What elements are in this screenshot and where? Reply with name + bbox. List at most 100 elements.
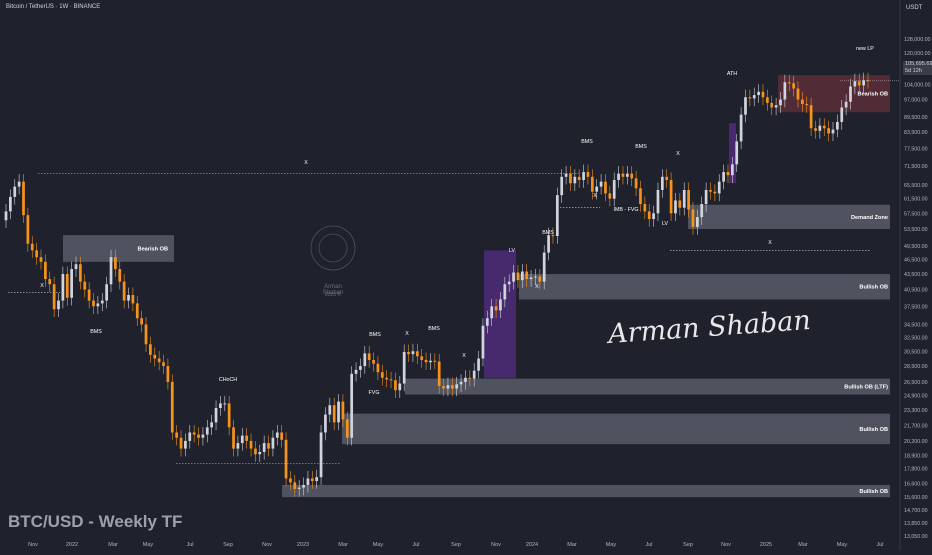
x-tick-label: 2024 [526, 542, 538, 548]
annotation-label: X [593, 193, 597, 199]
candle-body [310, 478, 314, 482]
zone-label: Bearish OB [138, 247, 168, 253]
candle-body [341, 401, 345, 420]
candle-body [814, 128, 817, 131]
candle-body [442, 386, 445, 389]
candle-body [389, 379, 393, 381]
y-tick-label: 34,500.00 [904, 322, 928, 328]
candle-body [836, 121, 839, 130]
candle-body [175, 432, 179, 438]
x-tick-label: Jul [186, 542, 193, 548]
candle-body [849, 86, 852, 102]
candle-body [652, 213, 655, 220]
y-tick-label: 13,850.00 [904, 521, 928, 527]
candle-body [411, 351, 415, 355]
candle-body [507, 281, 511, 285]
candle-body [660, 176, 664, 190]
candle-body [275, 432, 279, 438]
candle-body [691, 209, 695, 227]
y-tick-label: 43,500.00 [904, 272, 928, 278]
candle-body [761, 91, 765, 98]
candle-body [590, 176, 594, 192]
candle-body [44, 261, 47, 280]
candle-body [647, 211, 651, 220]
x-tick-label: Nov [28, 542, 38, 548]
candle-body [363, 353, 367, 367]
y-tick-label: 26,500.00 [904, 380, 928, 386]
y-tick-label: 97,000.00 [904, 98, 928, 104]
candle-body [232, 427, 235, 449]
logo-ring [318, 233, 348, 263]
candle-body [656, 189, 660, 214]
annotation-label: BMS [581, 139, 593, 145]
x-tick-label: May [837, 542, 848, 548]
candle-body [254, 448, 257, 455]
candle-body [792, 83, 795, 89]
candle-body [127, 295, 130, 301]
brain-logo-icon [310, 225, 356, 271]
candle-body [385, 377, 389, 380]
annotation-label: X [304, 160, 308, 166]
candle-body [188, 432, 192, 441]
candle-body [682, 189, 686, 208]
candle-body [144, 324, 148, 345]
x-tick-label: Jul [412, 542, 419, 548]
candle-body [87, 289, 91, 301]
candle-body [153, 354, 157, 359]
zone-label: Demand Zone [851, 215, 888, 221]
candle-body [844, 101, 848, 108]
y-tick-label: 61,500.00 [904, 197, 928, 203]
candle-body [853, 81, 857, 87]
candle-body [170, 381, 174, 433]
candle-body [105, 284, 108, 301]
candle-body [324, 414, 327, 433]
candle-body [560, 176, 564, 196]
chart-title: Bitcoin / TetherUS · 1W · BINANCE [6, 4, 101, 10]
zone-label: Bullish OB [859, 489, 888, 495]
zone-box [688, 204, 890, 229]
candle-body [564, 173, 568, 177]
candle-body [730, 164, 734, 176]
candle-body [402, 351, 406, 384]
candle-body [394, 380, 397, 391]
candle-body [643, 204, 647, 212]
candle-body [726, 172, 730, 176]
candle-body [30, 243, 34, 251]
annotation-label: X [768, 240, 772, 246]
candle-body [748, 97, 752, 99]
candle-body [665, 176, 669, 181]
candle-body [525, 271, 529, 280]
candle-body [555, 195, 559, 237]
zone-box [405, 378, 890, 395]
candle-body [704, 189, 708, 205]
annotation-label: X [462, 353, 466, 359]
candle-body [319, 432, 323, 478]
candle-body [687, 189, 690, 210]
y-tick-label: 53,500.00 [904, 227, 928, 233]
candle-body [783, 82, 787, 100]
candle-body [739, 114, 743, 142]
candle-body [354, 369, 358, 374]
candle-body [219, 403, 222, 409]
y-tick-label: 23,300.00 [904, 408, 928, 414]
candle-body [192, 432, 196, 435]
candle-body [267, 443, 270, 449]
candle-body [766, 97, 769, 103]
annotation-label: X [40, 283, 44, 289]
annotation-label: X [676, 151, 680, 157]
candle-body [284, 439, 288, 479]
watermark: BTC/USD - Weekly TF [8, 512, 183, 531]
y-tick-label: 37,500.00 [904, 304, 928, 310]
currency-label: USDT [906, 5, 923, 11]
y-tick-label: 49,500.00 [904, 244, 928, 250]
candle-body [468, 377, 472, 379]
candle-body [245, 435, 249, 441]
y-tick-label: 120,000.00 [904, 51, 931, 57]
y-tick-label: 24,900.00 [904, 393, 928, 399]
y-tick-label: 71,500.00 [904, 164, 928, 170]
candle-body [131, 295, 135, 304]
candle-body [551, 235, 555, 237]
x-tick-label: Mar [108, 542, 118, 548]
